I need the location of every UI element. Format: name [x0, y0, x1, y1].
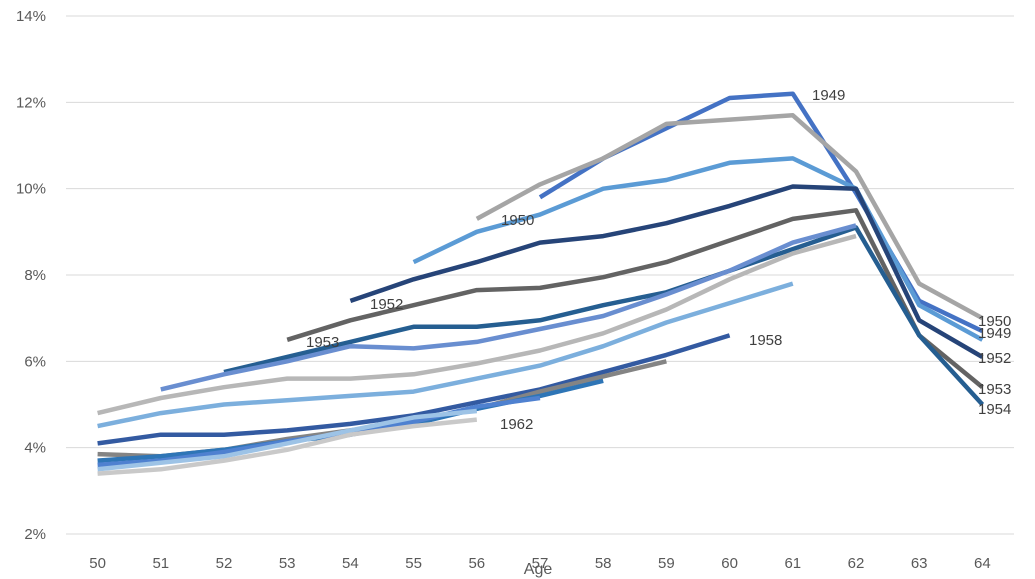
y-tick-label: 2% — [24, 526, 46, 543]
series-label: 1949 — [978, 325, 1011, 342]
series-label: 1949 — [812, 87, 845, 104]
y-tick-label: 8% — [24, 267, 46, 284]
x-tick-label: 56 — [468, 555, 485, 572]
series-label: 1950 — [501, 212, 534, 229]
series-line-13 — [97, 408, 478, 472]
x-tick-label: 61 — [784, 555, 801, 572]
x-tick-label: 58 — [595, 555, 612, 572]
x-tick-label: 54 — [342, 555, 359, 572]
series-line-14 — [97, 417, 478, 476]
x-tick-label: 59 — [658, 555, 675, 572]
series-line-4 — [286, 208, 984, 389]
x-tick-label: 57 — [532, 555, 549, 572]
x-axis-label: Age — [524, 561, 553, 578]
series-label: 1962 — [500, 416, 533, 433]
y-tick-label: 6% — [24, 353, 46, 370]
series-line-7 — [97, 233, 857, 416]
series-label: 1953 — [978, 381, 1011, 398]
x-tick-label: 51 — [152, 555, 169, 572]
x-tick-label: 60 — [721, 555, 738, 572]
series-label: 1950 — [978, 313, 1011, 330]
series-label: 1954 — [978, 401, 1011, 418]
x-axis-ticks: 50 51 52 53 54 55 56 57 58 59 60 61 62 63 64 — [89, 555, 990, 572]
series-line-1 — [475, 113, 984, 321]
x-tick-label: 50 — [89, 555, 106, 572]
y-axis-ticks: 2% 4% 6% 8% 10% 12% 14% — [16, 8, 46, 543]
y-tick-label: 10% — [16, 181, 46, 198]
x-tick-label: 55 — [405, 555, 422, 572]
y-tick-label: 4% — [24, 440, 46, 457]
series-label: 1953 — [306, 334, 339, 351]
x-tick-label: 63 — [911, 555, 928, 572]
series-lines — [97, 91, 985, 476]
series-line-3 — [349, 184, 984, 359]
x-tick-label: 52 — [216, 555, 233, 572]
series-label: 1958 — [749, 332, 782, 349]
y-tick-label: 12% — [16, 94, 46, 111]
x-tick-label: 64 — [974, 555, 991, 572]
series-line-2 — [412, 156, 984, 342]
series-label: 1952 — [370, 296, 403, 313]
series-line-6 — [160, 223, 857, 392]
series-line-8 — [97, 281, 794, 429]
x-tick-label: 62 — [848, 555, 865, 572]
y-tick-label: 14% — [16, 8, 46, 25]
x-tick-label: 53 — [279, 555, 296, 572]
series-label: 1952 — [978, 350, 1011, 367]
